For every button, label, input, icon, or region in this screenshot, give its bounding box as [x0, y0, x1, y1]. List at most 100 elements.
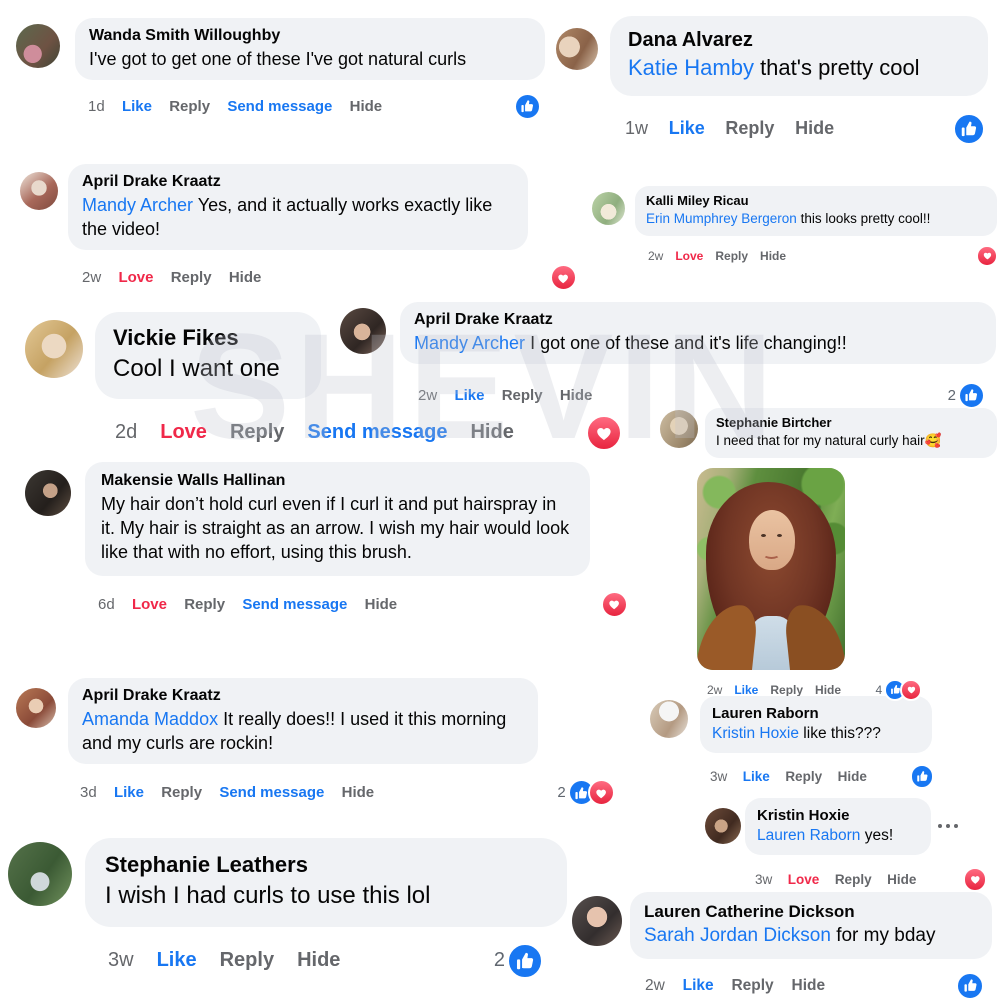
mention-link[interactable]: Amanda Maddox: [82, 708, 219, 729]
like-button[interactable]: Like: [742, 769, 770, 785]
love-button[interactable]: Love: [131, 595, 167, 613]
heart-reaction-icon[interactable]: [588, 779, 615, 807]
hide-button[interactable]: Hide: [887, 872, 917, 888]
commenter-avatar[interactable]: [25, 470, 71, 516]
reply-button[interactable]: Reply: [169, 98, 211, 116]
reaction-badges[interactable]: [952, 112, 985, 146]
love-button[interactable]: Love: [675, 248, 704, 263]
reply-button[interactable]: Reply: [161, 784, 203, 802]
commenter-name[interactable]: April Drake Kraatz: [82, 173, 221, 190]
reply-button[interactable]: Reply: [785, 769, 823, 785]
reaction-badges[interactable]: 2: [494, 942, 543, 979]
commenter-name[interactable]: Stephanie Birtcher: [716, 415, 832, 430]
thumbs-up-reaction-icon[interactable]: [909, 764, 934, 789]
heart-reaction-icon[interactable]: [900, 679, 922, 701]
hide-button[interactable]: Hide: [470, 421, 514, 444]
send-message-button[interactable]: Send message: [242, 595, 348, 613]
commenter-avatar[interactable]: [660, 410, 698, 448]
reaction-badges[interactable]: [586, 414, 622, 451]
hide-button[interactable]: Hide: [349, 98, 383, 116]
mention-link[interactable]: Mandy Archer: [82, 194, 194, 215]
reaction-badges[interactable]: 2: [948, 382, 985, 410]
mention-link[interactable]: Erin Mumphrey Bergeron: [646, 210, 797, 226]
send-message-button[interactable]: Send message: [307, 421, 448, 444]
hide-button[interactable]: Hide: [791, 976, 826, 994]
hide-button[interactable]: Hide: [760, 248, 787, 263]
thumbs-up-reaction-icon[interactable]: [956, 971, 984, 1000]
thumbs-up-reaction-icon[interactable]: [958, 382, 985, 410]
reply-button[interactable]: Reply: [184, 595, 226, 613]
commenter-avatar[interactable]: [592, 192, 625, 225]
mention-link[interactable]: Sarah Jordan Dickson: [644, 925, 831, 947]
love-button[interactable]: Love: [160, 421, 207, 444]
commenter-avatar[interactable]: [8, 842, 72, 906]
reply-button[interactable]: Reply: [170, 269, 212, 287]
commenter-name[interactable]: Wanda Smith Willoughby: [89, 27, 281, 44]
mention-link[interactable]: Katie Hamby: [628, 55, 754, 80]
like-button[interactable]: Like: [668, 118, 705, 139]
reply-button[interactable]: Reply: [501, 387, 543, 405]
thumbs-up-reaction-icon[interactable]: [507, 942, 543, 979]
commenter-avatar[interactable]: [705, 808, 741, 844]
reply-button[interactable]: Reply: [715, 248, 749, 263]
like-button[interactable]: Like: [734, 682, 759, 697]
commenter-name[interactable]: Dana Alvarez: [628, 29, 753, 51]
commenter-name[interactable]: Lauren Raborn: [712, 705, 819, 722]
comment-photo-attachment[interactable]: [697, 468, 845, 671]
commenter-name[interactable]: April Drake Kraatz: [414, 311, 553, 328]
love-button[interactable]: Love: [118, 269, 154, 287]
love-button[interactable]: Love: [787, 872, 820, 888]
reaction-badges[interactable]: 4: [876, 679, 922, 701]
send-message-button[interactable]: Send message: [227, 98, 333, 116]
heart-reaction-icon[interactable]: [601, 590, 628, 618]
commenter-avatar[interactable]: [16, 688, 56, 728]
like-button[interactable]: Like: [454, 387, 485, 405]
reaction-badges[interactable]: [962, 867, 987, 892]
reply-button[interactable]: Reply: [770, 682, 804, 697]
mention-link[interactable]: Kristin Hoxie: [712, 724, 799, 742]
reply-button[interactable]: Reply: [229, 421, 285, 444]
like-button[interactable]: Like: [113, 784, 144, 802]
like-button[interactable]: Like: [121, 98, 152, 116]
commenter-avatar[interactable]: [340, 308, 386, 354]
commenter-avatar[interactable]: [572, 896, 622, 946]
commenter-name[interactable]: Stephanie Leathers: [105, 852, 308, 877]
hide-button[interactable]: Hide: [837, 769, 867, 785]
commenter-avatar[interactable]: [16, 24, 60, 68]
heart-reaction-icon[interactable]: [550, 264, 577, 292]
commenter-name[interactable]: Kristin Hoxie: [757, 807, 850, 824]
mention-link[interactable]: Lauren Raborn: [757, 826, 861, 844]
reaction-badges[interactable]: [909, 764, 934, 789]
hide-button[interactable]: Hide: [795, 118, 835, 139]
commenter-name[interactable]: Kalli Miley Ricau: [646, 193, 749, 208]
send-message-button[interactable]: Send message: [219, 784, 325, 802]
hide-button[interactable]: Hide: [341, 784, 375, 802]
thumbs-up-reaction-icon[interactable]: [514, 93, 541, 121]
reaction-badges[interactable]: [956, 971, 984, 1000]
hide-button[interactable]: Hide: [228, 269, 262, 287]
reply-button[interactable]: Reply: [834, 872, 872, 888]
like-button[interactable]: Like: [682, 976, 714, 994]
like-button[interactable]: Like: [156, 949, 197, 972]
hide-button[interactable]: Hide: [364, 595, 398, 613]
commenter-avatar[interactable]: [20, 172, 58, 210]
hide-button[interactable]: Hide: [559, 387, 593, 405]
more-options-icon[interactable]: [938, 824, 958, 828]
reaction-badges[interactable]: [550, 264, 577, 292]
thumbs-up-reaction-icon[interactable]: [952, 112, 985, 146]
reply-button[interactable]: Reply: [731, 976, 774, 994]
heart-reaction-icon[interactable]: [586, 414, 622, 451]
hide-button[interactable]: Hide: [297, 949, 341, 972]
reaction-badges[interactable]: [976, 245, 998, 267]
hide-button[interactable]: Hide: [815, 682, 842, 697]
commenter-name[interactable]: April Drake Kraatz: [82, 687, 221, 704]
commenter-name[interactable]: Vickie Fikes: [113, 325, 239, 350]
reaction-badges[interactable]: 2: [557, 779, 615, 807]
commenter-name[interactable]: Lauren Catherine Dickson: [644, 902, 855, 921]
commenter-avatar[interactable]: [650, 700, 688, 738]
commenter-avatar[interactable]: [556, 28, 598, 70]
reaction-badges[interactable]: [514, 93, 541, 121]
commenter-name[interactable]: Makensie Walls Hallinan: [101, 472, 286, 489]
reaction-badges[interactable]: [601, 590, 628, 618]
mention-link[interactable]: Mandy Archer: [414, 332, 526, 353]
